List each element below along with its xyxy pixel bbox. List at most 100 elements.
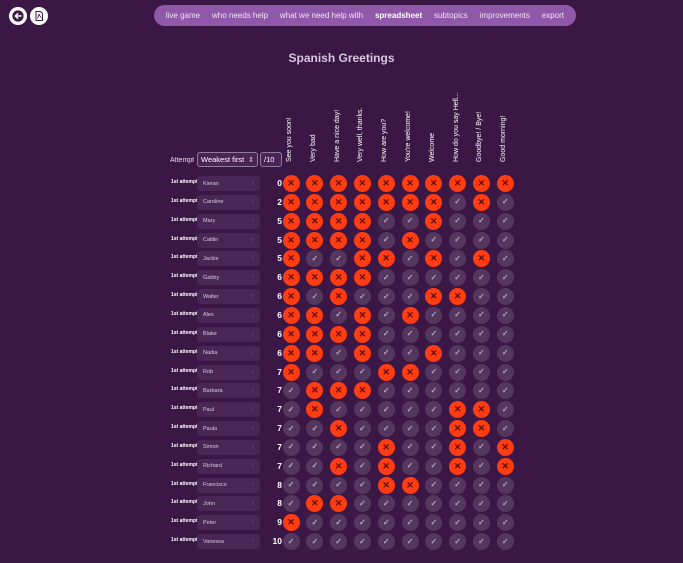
wrong-answer-cell[interactable]: ✕ bbox=[353, 306, 371, 324]
correct-answer-cell[interactable]: ✓ bbox=[449, 250, 467, 268]
pdf-export-button[interactable] bbox=[30, 7, 48, 25]
student-name-button[interactable]: Vanessa › bbox=[197, 534, 260, 550]
correct-answer-cell[interactable]: ✓ bbox=[425, 533, 443, 551]
correct-answer-cell[interactable]: ✓ bbox=[282, 420, 300, 438]
correct-answer-cell[interactable]: ✓ bbox=[377, 212, 395, 230]
wrong-answer-cell[interactable]: ✕ bbox=[496, 438, 514, 456]
correct-answer-cell[interactable]: ✓ bbox=[496, 514, 514, 532]
wrong-answer-cell[interactable]: ✕ bbox=[377, 175, 395, 192]
tab-export[interactable]: export bbox=[541, 11, 565, 20]
correct-answer-cell[interactable]: ✓ bbox=[472, 457, 490, 475]
correct-answer-cell[interactable]: ✓ bbox=[496, 231, 514, 249]
wrong-answer-cell[interactable]: ✕ bbox=[330, 420, 348, 438]
correct-answer-cell[interactable]: ✓ bbox=[425, 306, 443, 324]
correct-answer-cell[interactable]: ✓ bbox=[377, 401, 395, 419]
correct-answer-cell[interactable]: ✓ bbox=[496, 533, 514, 551]
wrong-answer-cell[interactable]: ✕ bbox=[282, 288, 300, 306]
correct-answer-cell[interactable]: ✓ bbox=[472, 533, 490, 551]
student-name-button[interactable]: Caroline › bbox=[197, 194, 260, 210]
student-name-button[interactable]: Francisco › bbox=[197, 477, 260, 493]
correct-answer-cell[interactable]: ✓ bbox=[449, 363, 467, 381]
wrong-answer-cell[interactable]: ✕ bbox=[306, 193, 324, 211]
wrong-answer-cell[interactable]: ✕ bbox=[425, 193, 443, 211]
correct-answer-cell[interactable]: ✓ bbox=[449, 212, 467, 230]
wrong-answer-cell[interactable]: ✕ bbox=[449, 457, 467, 475]
wrong-answer-cell[interactable]: ✕ bbox=[377, 438, 395, 456]
correct-answer-cell[interactable]: ✓ bbox=[425, 382, 443, 400]
correct-answer-cell[interactable]: ✓ bbox=[496, 382, 514, 400]
correct-answer-cell[interactable]: ✓ bbox=[472, 476, 490, 494]
correct-answer-cell[interactable]: ✓ bbox=[330, 306, 348, 324]
correct-answer-cell[interactable]: ✓ bbox=[496, 250, 514, 268]
tab-subtopics[interactable]: subtopics bbox=[433, 11, 468, 20]
correct-answer-cell[interactable]: ✓ bbox=[401, 288, 419, 306]
wrong-answer-cell[interactable]: ✕ bbox=[330, 193, 348, 211]
correct-answer-cell[interactable]: ✓ bbox=[330, 438, 348, 456]
wrong-answer-cell[interactable]: ✕ bbox=[496, 457, 514, 475]
correct-answer-cell[interactable]: ✓ bbox=[330, 344, 348, 362]
wrong-answer-cell[interactable]: ✕ bbox=[425, 175, 443, 192]
correct-answer-cell[interactable]: ✓ bbox=[353, 457, 371, 475]
correct-answer-cell[interactable]: ✓ bbox=[449, 514, 467, 532]
student-name-button[interactable]: Jackie › bbox=[197, 251, 260, 267]
student-name-button[interactable]: Blake › bbox=[197, 326, 260, 342]
wrong-answer-cell[interactable]: ✕ bbox=[282, 231, 300, 249]
correct-answer-cell[interactable]: ✓ bbox=[496, 344, 514, 362]
student-name-button[interactable]: Nadia › bbox=[197, 345, 260, 361]
wrong-answer-cell[interactable]: ✕ bbox=[472, 193, 490, 211]
tab-what-we-need-help-with[interactable]: what we need help with bbox=[279, 11, 364, 20]
student-name-button[interactable]: Paula › bbox=[197, 421, 260, 437]
correct-answer-cell[interactable]: ✓ bbox=[449, 382, 467, 400]
wrong-answer-cell[interactable]: ✕ bbox=[377, 250, 395, 268]
correct-answer-cell[interactable]: ✓ bbox=[472, 363, 490, 381]
sort-select[interactable]: Weakest first ⇕ bbox=[197, 152, 258, 167]
correct-answer-cell[interactable]: ✓ bbox=[401, 269, 419, 287]
wrong-answer-cell[interactable]: ✕ bbox=[425, 288, 443, 306]
student-name-button[interactable]: Paul › bbox=[197, 402, 260, 418]
correct-answer-cell[interactable]: ✓ bbox=[306, 438, 324, 456]
correct-answer-cell[interactable]: ✓ bbox=[330, 533, 348, 551]
correct-answer-cell[interactable]: ✓ bbox=[425, 495, 443, 513]
correct-answer-cell[interactable]: ✓ bbox=[377, 420, 395, 438]
correct-answer-cell[interactable]: ✓ bbox=[496, 476, 514, 494]
correct-answer-cell[interactable]: ✓ bbox=[353, 438, 371, 456]
correct-answer-cell[interactable]: ✓ bbox=[472, 288, 490, 306]
correct-answer-cell[interactable]: ✓ bbox=[496, 288, 514, 306]
wrong-answer-cell[interactable]: ✕ bbox=[377, 457, 395, 475]
correct-answer-cell[interactable]: ✓ bbox=[282, 382, 300, 400]
correct-answer-cell[interactable]: ✓ bbox=[472, 231, 490, 249]
wrong-answer-cell[interactable]: ✕ bbox=[425, 250, 443, 268]
wrong-answer-cell[interactable]: ✕ bbox=[377, 363, 395, 381]
correct-answer-cell[interactable]: ✓ bbox=[401, 495, 419, 513]
wrong-answer-cell[interactable]: ✕ bbox=[330, 457, 348, 475]
correct-answer-cell[interactable]: ✓ bbox=[472, 269, 490, 287]
correct-answer-cell[interactable]: ✓ bbox=[306, 476, 324, 494]
student-name-button[interactable]: Peter › bbox=[197, 515, 260, 531]
tab-spreadsheet[interactable]: spreadsheet bbox=[374, 11, 423, 20]
correct-answer-cell[interactable]: ✓ bbox=[472, 212, 490, 230]
correct-answer-cell[interactable]: ✓ bbox=[377, 306, 395, 324]
correct-answer-cell[interactable]: ✓ bbox=[425, 457, 443, 475]
correct-answer-cell[interactable]: ✓ bbox=[282, 457, 300, 475]
out-of-select[interactable]: /10 bbox=[260, 152, 282, 167]
wrong-answer-cell[interactable]: ✕ bbox=[282, 212, 300, 230]
student-name-button[interactable]: Walter › bbox=[197, 289, 260, 305]
wrong-answer-cell[interactable]: ✕ bbox=[353, 269, 371, 287]
correct-answer-cell[interactable]: ✓ bbox=[377, 325, 395, 343]
correct-answer-cell[interactable]: ✓ bbox=[306, 250, 324, 268]
wrong-answer-cell[interactable]: ✕ bbox=[330, 212, 348, 230]
correct-answer-cell[interactable]: ✓ bbox=[306, 420, 324, 438]
correct-answer-cell[interactable]: ✓ bbox=[401, 212, 419, 230]
wrong-answer-cell[interactable]: ✕ bbox=[449, 438, 467, 456]
student-name-button[interactable]: Gabby › bbox=[197, 270, 260, 286]
correct-answer-cell[interactable]: ✓ bbox=[496, 420, 514, 438]
wrong-answer-cell[interactable]: ✕ bbox=[353, 212, 371, 230]
wrong-answer-cell[interactable]: ✕ bbox=[353, 231, 371, 249]
wrong-answer-cell[interactable]: ✕ bbox=[449, 288, 467, 306]
correct-answer-cell[interactable]: ✓ bbox=[401, 438, 419, 456]
wrong-answer-cell[interactable]: ✕ bbox=[377, 193, 395, 211]
correct-answer-cell[interactable]: ✓ bbox=[330, 250, 348, 268]
wrong-answer-cell[interactable]: ✕ bbox=[330, 325, 348, 343]
tab-improvements[interactable]: improvements bbox=[479, 11, 530, 20]
wrong-answer-cell[interactable]: ✕ bbox=[330, 269, 348, 287]
